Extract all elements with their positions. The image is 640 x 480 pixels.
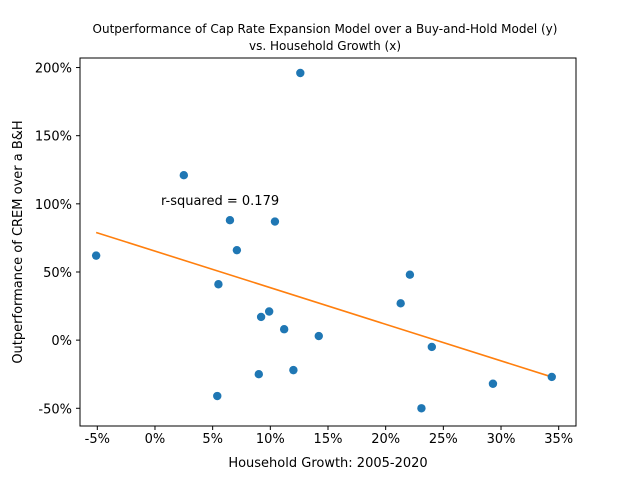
data-point [91,251,101,260]
x-tick-label: -5% [85,432,110,447]
data-point [213,391,222,401]
x-tick-label: 0% [145,432,166,447]
r-squared-annotation: r-squared = 0.179 [161,194,279,209]
data-point [405,270,415,279]
data-point [264,307,274,316]
data-point [214,280,223,289]
data-point [225,215,235,225]
data-point [289,365,298,375]
x-tick-label: 15% [314,432,343,447]
trendline [95,231,553,378]
y-tick-label: 0% [51,334,72,349]
points-layer [91,68,556,413]
data-point [314,331,323,341]
x-axis-label: Household Growth: 2005-2020 [228,456,427,471]
axis-ticks: -5% 0% 5% 10% 15% 20% 25% 30% 35% -50% 0% 50% 100% 15… [35,62,573,447]
data-point [256,312,266,322]
data-point [547,372,556,382]
x-tick-label: 35% [544,432,573,447]
x-tick-label: 5% [202,432,223,447]
data-point [270,217,280,226]
y-tick-label: -50% [38,402,72,417]
x-tick-label: 30% [487,432,516,447]
x-tick-label: 20% [371,432,400,447]
data-point [296,68,305,78]
data-point [232,245,242,255]
y-axis-label: Outperformance of CREM over a B&H [11,120,26,363]
data-point [488,379,498,388]
trendline-layer [95,231,553,378]
data-point [279,325,289,334]
y-tick-label: 50% [43,266,72,281]
y-tick-label: 100% [35,198,72,213]
x-tick-label: 25% [429,432,458,447]
chart-title-line1: Outperformance of Cap Rate Expansion Mod… [93,22,558,36]
y-tick-label: 150% [35,130,72,145]
y-tick-label: 200% [35,62,72,77]
data-point [254,370,263,379]
data-point [179,171,189,180]
data-point [417,404,426,413]
plot-frame [79,57,577,427]
x-tick-label: 10% [256,432,285,447]
data-point [396,299,405,308]
data-point [427,342,437,352]
chart-title-line2: vs. Household Growth (x) [249,39,401,53]
